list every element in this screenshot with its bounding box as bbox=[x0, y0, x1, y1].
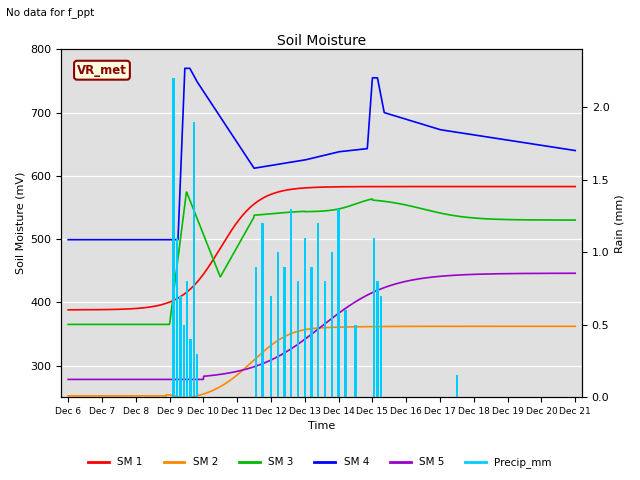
Text: No data for f_ppt: No data for f_ppt bbox=[6, 7, 95, 18]
Bar bbox=[331, 252, 333, 397]
Bar bbox=[261, 223, 264, 397]
Bar bbox=[297, 281, 300, 397]
Bar bbox=[284, 267, 285, 397]
Bar bbox=[337, 209, 340, 397]
Bar bbox=[317, 223, 319, 397]
Title: Soil Moisture: Soil Moisture bbox=[277, 34, 366, 48]
Bar bbox=[310, 267, 313, 397]
Bar bbox=[276, 252, 279, 397]
Bar bbox=[172, 78, 175, 397]
Bar bbox=[179, 296, 182, 397]
Bar bbox=[290, 209, 292, 397]
Bar bbox=[189, 339, 192, 397]
Bar bbox=[376, 281, 379, 397]
Bar bbox=[344, 310, 346, 397]
Bar bbox=[380, 296, 382, 397]
Y-axis label: Rain (mm): Rain (mm) bbox=[615, 194, 625, 252]
Bar bbox=[186, 281, 188, 397]
X-axis label: Time: Time bbox=[308, 421, 335, 432]
Bar bbox=[324, 281, 326, 397]
Bar bbox=[270, 296, 272, 397]
Bar bbox=[303, 238, 306, 397]
Y-axis label: Soil Moisture (mV): Soil Moisture (mV) bbox=[15, 172, 25, 275]
Bar bbox=[456, 375, 458, 397]
Legend: SM 1, SM 2, SM 3, SM 4, SM 5, Precip_mm: SM 1, SM 2, SM 3, SM 4, SM 5, Precip_mm bbox=[84, 453, 556, 472]
Bar bbox=[182, 324, 185, 397]
Bar bbox=[255, 267, 257, 397]
Bar bbox=[176, 238, 178, 397]
Bar bbox=[373, 238, 375, 397]
Bar bbox=[196, 354, 198, 397]
Bar bbox=[355, 324, 356, 397]
Text: VR_met: VR_met bbox=[77, 64, 127, 77]
Bar bbox=[193, 122, 195, 397]
